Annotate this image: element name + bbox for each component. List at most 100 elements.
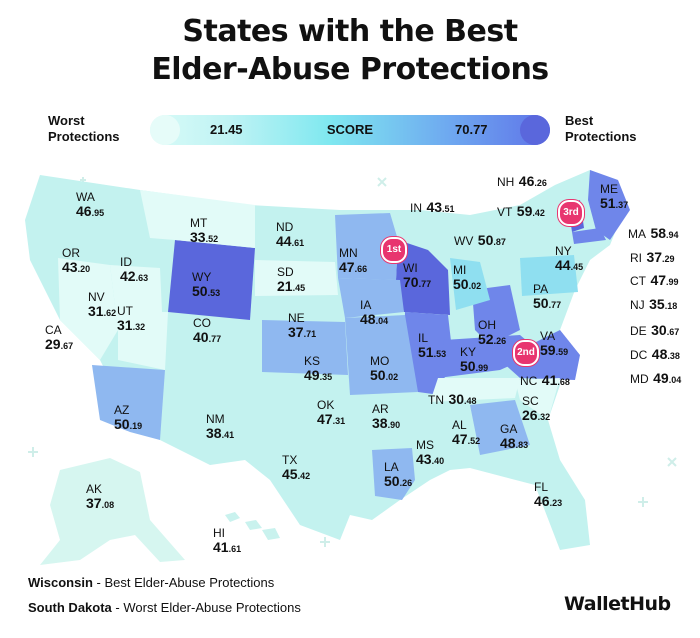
state-label-AL: AL 47.52 xyxy=(452,418,480,448)
state-label-MO: MO 50.02 xyxy=(370,354,398,384)
state-abbrev: OR xyxy=(62,246,80,260)
state-score: 40.77 xyxy=(193,329,221,345)
score-int: 46 xyxy=(518,173,535,189)
state-abbrev: MN xyxy=(339,246,358,260)
state-abbrev: LA xyxy=(384,460,399,474)
score-int: 29 xyxy=(45,336,61,352)
score-dec: .77 xyxy=(208,334,222,344)
page-title-line-1: States with the Best xyxy=(182,14,518,49)
score-dec: .51 xyxy=(442,204,455,214)
score-dec: .45 xyxy=(292,283,306,293)
sparkle-decorations xyxy=(28,177,677,547)
score-int: 26 xyxy=(522,407,538,423)
state-label-NJ: NJ 35.18 xyxy=(630,297,677,313)
state-shape-WI xyxy=(396,240,450,315)
state-score: 48.04 xyxy=(360,311,388,327)
bar-cap-high xyxy=(520,115,550,145)
state-label-TX: TX 45.42 xyxy=(282,453,310,483)
state-shape-NV xyxy=(58,258,118,360)
state-abbrev: NC xyxy=(520,374,538,388)
score-dec: .52 xyxy=(467,436,481,446)
score-int: 43 xyxy=(416,451,432,467)
score-dec: .68 xyxy=(557,377,570,387)
state-abbrev: VA xyxy=(540,329,556,343)
state-label-AR: AR 38.90 xyxy=(372,402,400,432)
score-dec: .87 xyxy=(493,237,506,247)
state-label-CA: CA 29.67 xyxy=(45,323,73,353)
state-abbrev: MT xyxy=(190,216,208,230)
score-int: 51 xyxy=(418,344,434,360)
legend-best-label: Best Protections xyxy=(565,113,637,145)
score-dec: .66 xyxy=(354,264,368,274)
score-int: 58 xyxy=(650,225,667,241)
state-score: 41.68 xyxy=(542,372,570,388)
score-label: SCORE xyxy=(326,122,374,137)
state-abbrev: MD xyxy=(630,372,649,386)
state-score: 70.77 xyxy=(403,274,431,290)
footer-best: Wisconsin - Best Elder-Abuse Protections xyxy=(28,575,274,590)
score-dec: .23 xyxy=(549,498,563,508)
state-score: 58.94 xyxy=(650,225,678,241)
state-abbrev: NH xyxy=(497,175,515,189)
score-dec: .32 xyxy=(537,412,551,422)
state-shape-GA xyxy=(470,400,530,455)
state-score: 38.41 xyxy=(206,425,234,441)
score-int: 47 xyxy=(452,431,468,447)
score-dec: .48 xyxy=(464,396,477,406)
state-shape-MO xyxy=(345,315,418,395)
score-gradient-bar: 21.45 SCORE 70.77 xyxy=(150,115,550,145)
state-label-KS: KS 49.35 xyxy=(304,354,332,384)
state-shape-VA xyxy=(500,330,580,380)
score-dec: .63 xyxy=(135,273,149,283)
score-int: 30 xyxy=(651,322,667,338)
score-int: 35 xyxy=(649,296,665,312)
score-int: 37 xyxy=(86,495,102,511)
score-int: 44 xyxy=(555,257,571,273)
state-score: 51.37 xyxy=(600,195,628,211)
score-dec: .94 xyxy=(666,230,679,240)
state-abbrev: VT xyxy=(497,205,513,219)
state-label-WA: WA 46.95 xyxy=(76,190,104,220)
state-label-VA: VA 59.59 xyxy=(540,329,568,359)
state-abbrev: ME xyxy=(600,182,618,196)
score-int: 31 xyxy=(88,303,104,319)
state-label-NC: NC 41.68 xyxy=(520,373,570,389)
state-shape-KS xyxy=(262,320,348,375)
score-int: 49 xyxy=(653,370,669,386)
state-label-UT: UT 31.32 xyxy=(117,304,145,334)
score-dec: .37 xyxy=(615,200,629,210)
state-score: 49.35 xyxy=(304,367,332,383)
state-score: 50.53 xyxy=(192,283,220,299)
state-label-RI: RI 37.29 xyxy=(630,250,675,266)
state-label-NY: NY 44.45 xyxy=(555,244,583,274)
state-shape-MI xyxy=(450,258,490,310)
state-score: 52.26 xyxy=(478,331,506,347)
score-int: 48 xyxy=(360,311,376,327)
state-label-CT: CT 47.99 xyxy=(630,273,679,289)
score-dec: .83 xyxy=(515,440,529,450)
state-label-CO: CO 40.77 xyxy=(193,316,221,346)
score-dec: .59 xyxy=(555,347,569,357)
score-int: 70 xyxy=(403,274,419,290)
state-label-MD: MD 49.04 xyxy=(630,371,681,387)
score-int: 50 xyxy=(477,232,494,248)
state-abbrev: CO xyxy=(193,316,211,330)
state-score: 50.19 xyxy=(114,416,142,432)
footer-worst-text: - Worst Elder-Abuse Protections xyxy=(111,600,301,615)
state-label-PA: PA 50.77 xyxy=(533,282,561,312)
state-score: 50.99 xyxy=(460,358,488,374)
state-abbrev: WV xyxy=(454,234,474,248)
score-dec: .71 xyxy=(303,329,317,339)
state-score: 45.42 xyxy=(282,466,310,482)
wallethub-logo: WalletHub xyxy=(564,593,671,615)
score-dec: .53 xyxy=(207,288,221,298)
score-dec: .42 xyxy=(532,208,545,218)
state-abbrev: AR xyxy=(372,402,389,416)
state-shape-MA xyxy=(572,228,606,244)
state-score: 50.02 xyxy=(453,276,481,292)
state-label-NM: NM 38.41 xyxy=(206,412,234,442)
score-int: 48 xyxy=(500,435,516,451)
state-abbrev: NE xyxy=(288,311,305,325)
state-score: 37.71 xyxy=(288,324,316,340)
